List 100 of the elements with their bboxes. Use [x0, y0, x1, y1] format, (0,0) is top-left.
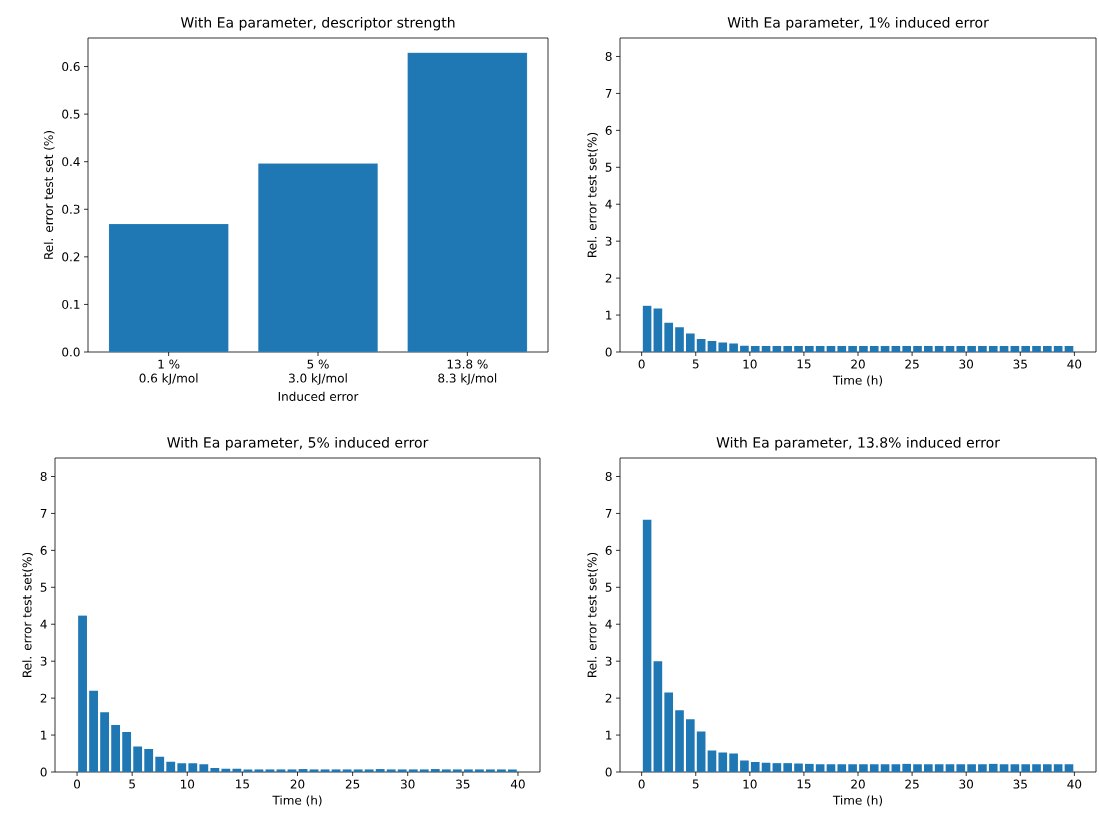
bar	[320, 769, 330, 773]
bar	[254, 769, 264, 773]
bar	[956, 346, 966, 353]
y-tick-label: 6	[605, 545, 612, 555]
bar	[740, 760, 749, 773]
x-tick-label: 25	[905, 359, 919, 369]
bar	[869, 764, 879, 773]
y-tick-label: 2	[605, 273, 612, 283]
bar	[508, 769, 517, 773]
bar	[1010, 764, 1020, 773]
y-axis-title: Rel. error test set(%)	[587, 552, 598, 677]
bar	[78, 615, 87, 773]
bar	[1021, 346, 1031, 353]
bar	[642, 519, 652, 773]
bar	[1032, 764, 1041, 773]
bar	[837, 764, 847, 773]
x-tick-label: 15	[797, 359, 811, 369]
bar	[686, 333, 695, 353]
bar	[707, 340, 717, 353]
x-tick-label: 10	[743, 779, 757, 789]
bar	[353, 769, 363, 773]
y-axis-title: Rel. error test set(%)	[587, 132, 598, 257]
bar	[497, 769, 506, 773]
bar	[750, 762, 760, 773]
bar	[783, 763, 793, 773]
y-tick-label: 0.3	[62, 204, 80, 214]
bar	[696, 731, 706, 773]
bar	[988, 346, 998, 353]
bar	[441, 769, 451, 773]
y-tick-label: 0	[40, 767, 47, 777]
x-tick-label: 35	[1013, 359, 1027, 369]
bar	[463, 769, 473, 773]
bar	[210, 767, 220, 773]
x-tick-label: 40	[1067, 359, 1082, 369]
bar	[859, 346, 868, 353]
x-tick-label: 10	[743, 359, 757, 369]
x-tick-label: 35	[456, 779, 470, 789]
chart-title: With Ea parameter, 13.8% induced error	[716, 436, 1000, 451]
x-tick-label: 0	[638, 779, 645, 789]
bar	[826, 764, 836, 773]
bar	[199, 764, 209, 773]
y-tick-label: 2	[40, 693, 47, 703]
bar	[891, 764, 901, 773]
bar	[1043, 346, 1052, 353]
bar	[1064, 346, 1074, 353]
bar	[155, 756, 165, 773]
x-tick-label: 40	[1067, 779, 1082, 789]
chart-title: With Ea parameter, 1% induced error	[727, 16, 989, 31]
bar	[89, 690, 98, 773]
x-tick-label: 10	[180, 779, 195, 789]
bar	[978, 764, 987, 773]
y-tick-label: 7	[605, 509, 612, 518]
bar	[258, 163, 378, 353]
bar	[837, 346, 847, 353]
bar	[166, 761, 176, 773]
y-axis-title: Rel. error test set(%)	[22, 552, 33, 677]
y-tick-label: 3	[605, 656, 612, 666]
x-tick-label: 20	[851, 779, 865, 789]
bar	[729, 753, 738, 773]
bar	[805, 346, 814, 353]
bar	[122, 732, 132, 773]
y-tick-label: 0	[605, 767, 612, 777]
bar	[1010, 346, 1020, 353]
bar	[902, 346, 912, 353]
x-axis-title: Time (h)	[832, 375, 883, 387]
bar	[805, 763, 814, 773]
bar	[276, 769, 286, 773]
y-tick-label: 0	[605, 347, 612, 357]
y-tick-label: 7	[605, 89, 612, 98]
y-tick-label: 0.1	[62, 299, 80, 309]
bar	[287, 769, 297, 773]
bar	[419, 769, 429, 773]
bar	[750, 346, 760, 353]
bar	[934, 764, 944, 773]
bar	[221, 768, 231, 773]
bar	[891, 346, 901, 353]
bar	[407, 52, 528, 353]
y-tick-label: 8	[40, 471, 47, 482]
y-tick-label: 7	[40, 509, 47, 518]
y-tick-label: 5	[40, 582, 47, 592]
bar	[342, 769, 352, 773]
chart-title: With Ea parameter, descriptor strength	[180, 16, 455, 31]
y-tick-label: 4	[40, 619, 47, 629]
bar	[924, 346, 933, 353]
x-tick-label: 1 % 0.6 kJ/mol	[139, 359, 198, 385]
x-tick-label: 5	[692, 779, 699, 789]
bar	[485, 769, 495, 773]
bar	[913, 764, 922, 773]
y-tick-label: 8	[605, 51, 612, 62]
bar	[397, 769, 407, 773]
x-tick-label: 15	[797, 779, 811, 789]
x-tick-label: 20	[290, 779, 305, 789]
bar	[1043, 764, 1052, 773]
bar	[243, 769, 253, 773]
x-tick-label: 0	[638, 359, 645, 369]
bar	[375, 769, 385, 773]
x-tick-label: 5	[692, 359, 699, 369]
bar	[707, 750, 717, 773]
bar	[772, 346, 782, 353]
bar	[772, 763, 782, 773]
